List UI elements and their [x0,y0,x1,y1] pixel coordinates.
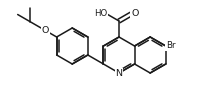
Text: Br: Br [165,41,174,50]
Text: O: O [130,9,138,19]
Text: HO: HO [93,9,106,19]
Text: O: O [41,26,49,35]
Text: N: N [115,69,122,77]
